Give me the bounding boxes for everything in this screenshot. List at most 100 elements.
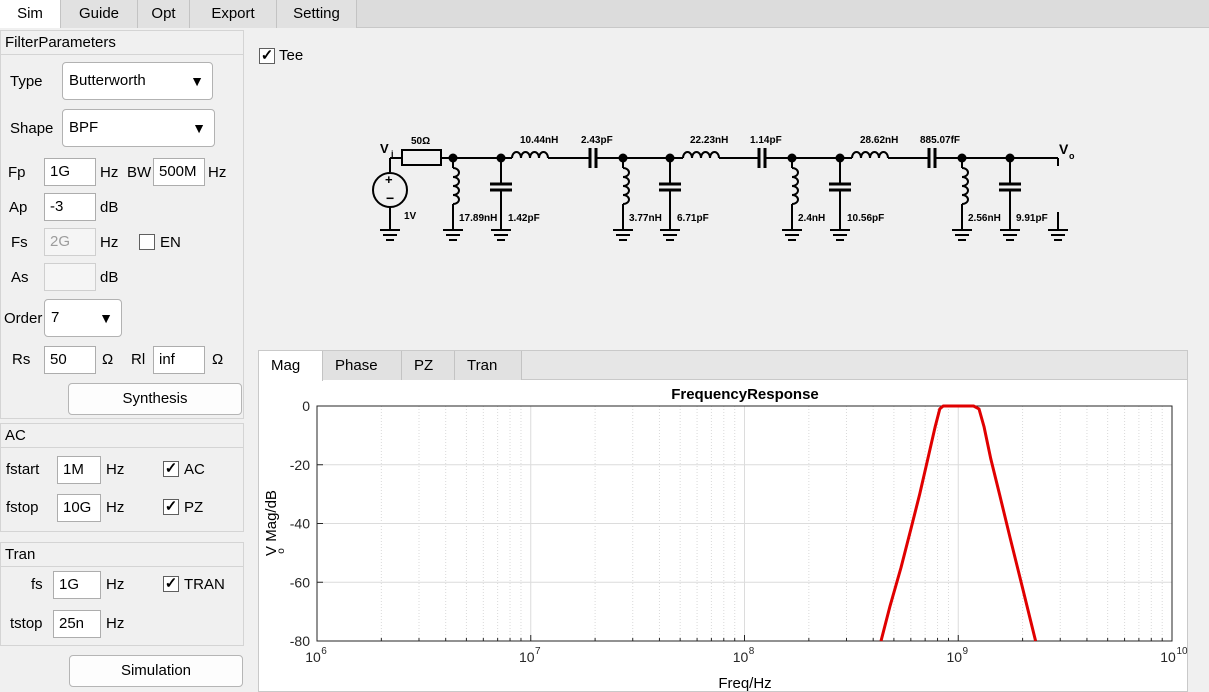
tab-mag[interactable]: Mag (259, 351, 323, 381)
tee-checkbox[interactable]: ✓ (259, 48, 275, 64)
tran-fs-input[interactable]: 1G (53, 571, 101, 599)
top-tab-bar: Sim Guide Opt Export Setting (0, 0, 1209, 28)
tab-tran[interactable]: Tran (455, 351, 522, 380)
inductor-icon (622, 167, 630, 205)
shunt-inductor-4: 2.56nH (968, 213, 1001, 224)
tab-pz[interactable]: PZ (402, 351, 455, 380)
ac-panel: AC (0, 423, 244, 532)
fstart-input[interactable]: 1M (57, 456, 101, 484)
rs-value: 50Ω (411, 136, 430, 147)
fp-label: Fp (8, 164, 26, 181)
check-icon: ✓ (164, 498, 178, 515)
ground-icons (380, 229, 1068, 241)
tran-fs-label: fs (31, 576, 43, 593)
shunt-inductor-2: 3.77nH (629, 213, 662, 224)
order-value: 7 (51, 309, 60, 326)
tran-fs-unit: Hz (106, 576, 125, 593)
series-inductor-3: 28.62nH (860, 135, 898, 146)
fp-input[interactable]: 1G (44, 158, 96, 186)
shunt-cap-4: 9.91pF (1016, 213, 1048, 224)
shunt-cap-2: 6.71pF (677, 213, 709, 224)
x-tick-exponent: 10 (1176, 646, 1188, 657)
tran-label: TRAN (184, 576, 225, 593)
pz-label: PZ (184, 499, 204, 516)
plus-sign: + (385, 172, 393, 187)
fp-unit: Hz (100, 164, 119, 181)
order-dropdown[interactable]: 7 ▼ (44, 299, 122, 337)
inductor-icon (452, 167, 460, 205)
fstop-unit: Hz (106, 499, 125, 516)
check-icon: ✓ (164, 460, 178, 477)
type-value: Butterworth (69, 72, 146, 89)
fstart-unit: Hz (106, 461, 125, 478)
panel-title: Tran (5, 546, 36, 563)
panel-title: AC (5, 427, 26, 444)
dropdown-arrow-icon: ▼ (99, 310, 113, 326)
series-inductor-1: 10.44nH (520, 135, 558, 146)
type-label: Type (10, 73, 43, 90)
plot-axes-box (316, 405, 1173, 642)
check-icon: ✓ (164, 575, 178, 592)
bw-label: BW (127, 164, 152, 181)
output-label: V (1059, 141, 1069, 157)
tstop-label: tstop (10, 615, 43, 632)
simulation-button[interactable]: Simulation (69, 655, 243, 687)
fs-input[interactable]: 2G (44, 228, 96, 256)
ac-checkbox[interactable]: ✓ (163, 461, 179, 477)
shunt-cap-1: 1.42pF (508, 213, 540, 224)
ap-input[interactable]: -3 (44, 193, 96, 221)
tran-checkbox[interactable]: ✓ (163, 576, 179, 592)
inductor-icon (511, 151, 549, 159)
rl-unit: Ω (212, 351, 224, 368)
y-axis-label-sub: o (276, 548, 287, 554)
as-input[interactable] (44, 263, 96, 291)
shunt-cap-3: 10.56pF (847, 213, 884, 224)
shunt-branch-1 (452, 158, 512, 230)
fstop-input[interactable]: 10G (57, 494, 101, 522)
minus-sign: − (386, 190, 394, 206)
type-dropdown[interactable]: Butterworth ▼ (62, 62, 213, 100)
dropdown-arrow-icon: ▼ (192, 120, 206, 136)
series-cap-2: 1.14pF (750, 135, 782, 146)
tab-guide[interactable]: Guide (61, 0, 138, 28)
rs-label: Rs (12, 351, 31, 368)
shunt-inductor-1: 17.89nH (459, 213, 497, 224)
x-tick-label: 10 (1160, 649, 1176, 665)
rl-label: Rl (131, 351, 146, 368)
tab-export[interactable]: Export (190, 0, 277, 28)
order-label: Order (4, 310, 43, 327)
x-tick-exponent: 6 (321, 646, 327, 657)
tstop-unit: Hz (106, 615, 125, 632)
bw-input[interactable]: 500M (153, 158, 205, 186)
dropdown-arrow-icon: ▼ (190, 73, 204, 89)
tab-setting[interactable]: Setting (277, 0, 357, 28)
x-tick-exponent: 7 (535, 646, 541, 657)
source-sub: i (391, 149, 394, 159)
series-cap-1: 2.43pF (581, 135, 613, 146)
y-tick-label: -60 (290, 574, 310, 590)
inductor-icon (851, 151, 889, 159)
x-tick-label: 10 (305, 649, 321, 665)
tab-sim[interactable]: Sim (0, 0, 61, 28)
x-tick-exponent: 9 (962, 646, 968, 657)
shape-dropdown[interactable]: BPF ▼ (62, 109, 215, 147)
pz-checkbox[interactable]: ✓ (163, 499, 179, 515)
as-label: As (11, 269, 29, 286)
tran-panel: Tran (0, 542, 244, 646)
chart-title: FrequencyResponse (671, 386, 819, 403)
tab-phase[interactable]: Phase (323, 351, 402, 380)
tab-opt[interactable]: Opt (138, 0, 190, 28)
rs-input[interactable]: 50 (44, 346, 96, 374)
fs-unit: Hz (100, 234, 119, 251)
rl-input[interactable]: inf (153, 346, 205, 374)
filter-schematic: + − V i 1V 50Ω 10.44nH 2.43pF 22.23nH 1.… (372, 135, 1075, 241)
output-sub: o (1069, 151, 1075, 161)
fstart-label: fstart (6, 461, 40, 478)
source-value: 1V (404, 211, 417, 222)
tstop-input[interactable]: 25n (53, 610, 101, 638)
en-checkbox[interactable] (139, 234, 155, 250)
synthesis-button[interactable]: Synthesis (68, 383, 242, 415)
shape-label: Shape (10, 120, 54, 137)
divider (1, 447, 243, 448)
